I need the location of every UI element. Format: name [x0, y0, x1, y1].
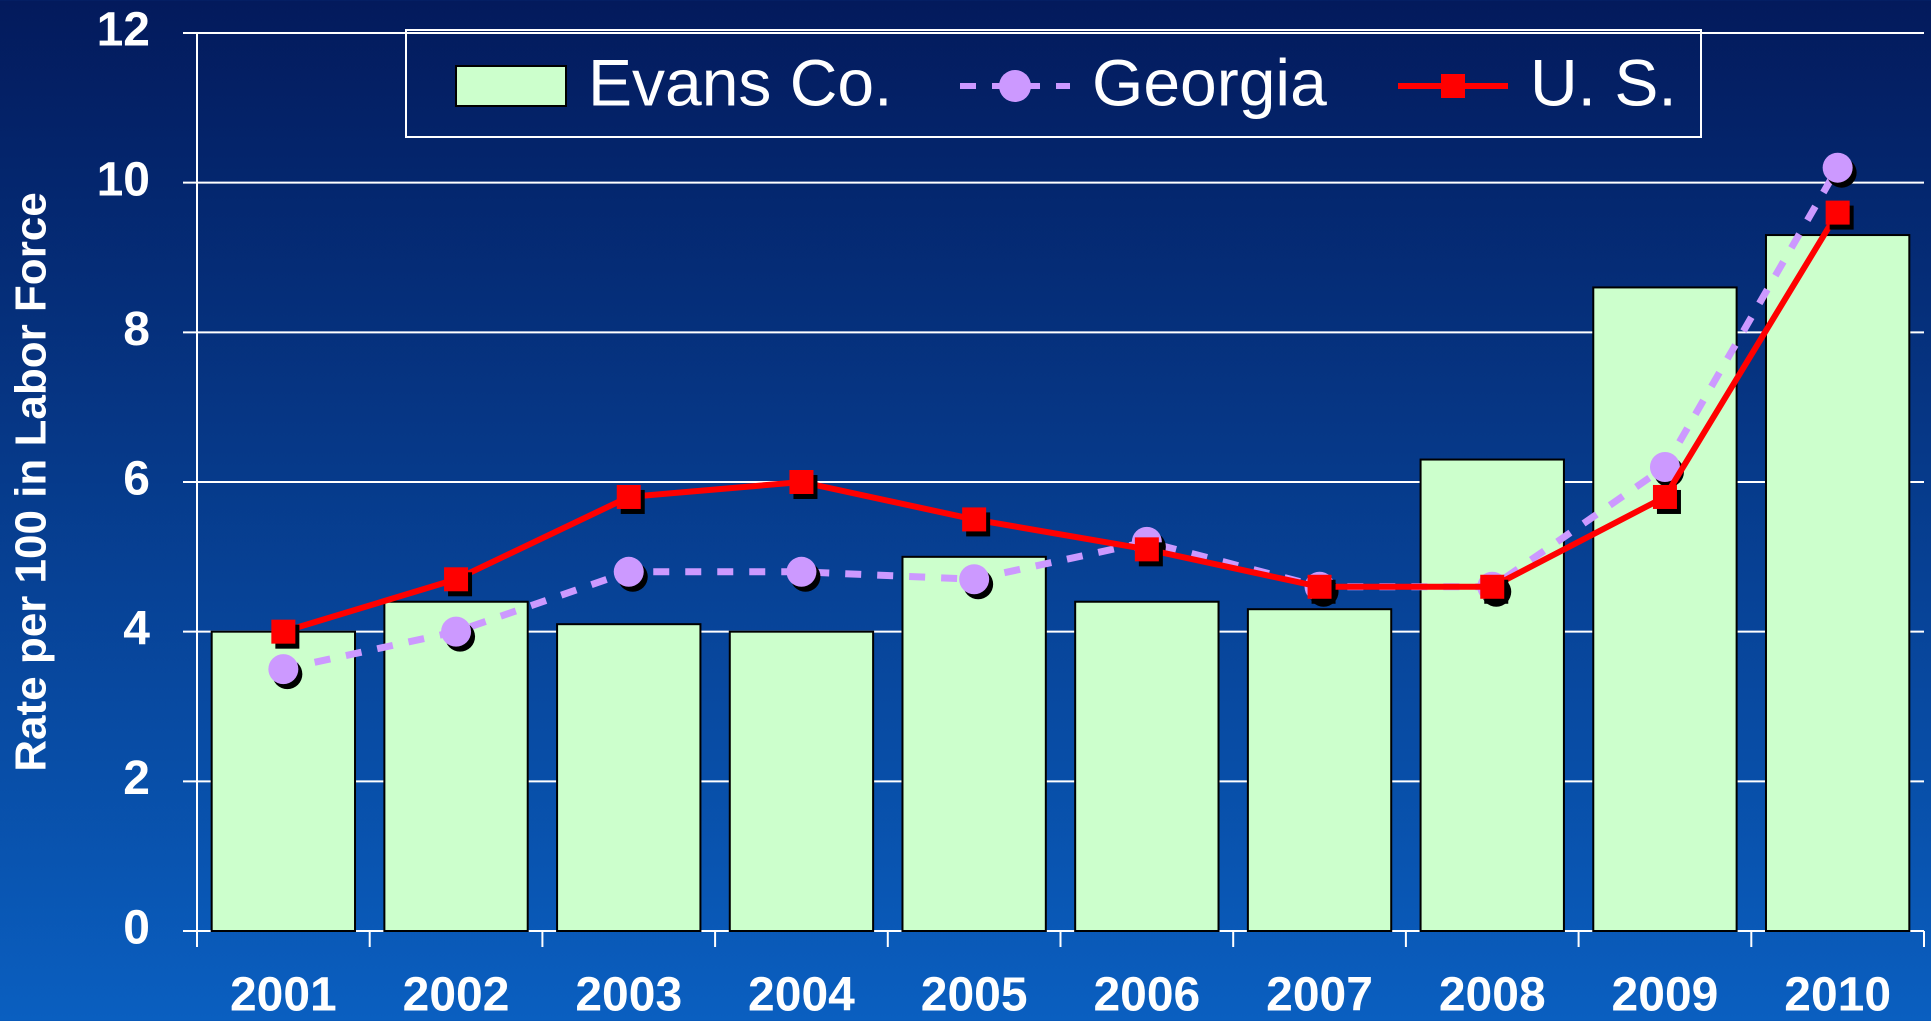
y-tick-label: 0: [123, 902, 150, 955]
bar: [728, 630, 875, 933]
bar: [901, 555, 1047, 932]
marker: [962, 507, 987, 532]
x-tick-label: 2004: [748, 969, 855, 1021]
legend-label: Georgia: [1092, 45, 1327, 119]
marker: [268, 654, 299, 685]
bar: [1419, 458, 1565, 932]
y-tick-label: 2: [123, 752, 150, 805]
y-tick-label: 8: [123, 303, 150, 356]
legend-box: [405, 29, 1702, 138]
bar: [1764, 234, 1911, 933]
x-tick-label: 2002: [403, 969, 510, 1021]
y-tick-label: 12: [97, 4, 150, 57]
bar: [383, 600, 529, 932]
marker: [786, 556, 817, 587]
marker: [1649, 452, 1680, 483]
x-tick-label: 2009: [1612, 969, 1719, 1021]
line: [282, 165, 1841, 673]
marker: [444, 567, 469, 592]
marker: [1822, 152, 1853, 183]
x-tick-label: 2005: [921, 969, 1028, 1021]
marker: [1652, 484, 1677, 509]
marker: [613, 556, 644, 587]
y-tick-label: 6: [123, 453, 150, 506]
marker: [789, 470, 814, 494]
bar: [556, 623, 702, 933]
marker: [959, 564, 990, 595]
x-tick-label: 2007: [1266, 969, 1373, 1021]
x-tick-label: 2003: [575, 969, 682, 1021]
bar: [1074, 600, 1220, 932]
x-tick-label: 2010: [1784, 969, 1891, 1021]
y-axis-label: Rate per 100 in Labor Force: [7, 192, 56, 772]
x-tick-label: 2008: [1439, 969, 1546, 1021]
marker: [1134, 537, 1159, 562]
line: [282, 211, 1841, 635]
legend-label: Evans Co.: [588, 45, 892, 119]
x-tick-label: 2006: [1093, 969, 1200, 1021]
bar: [1592, 286, 1738, 932]
bar: [1246, 608, 1393, 932]
y-tick-label: 4: [123, 602, 150, 655]
marker: [271, 619, 296, 644]
marker: [1825, 200, 1850, 225]
legend-label: U. S.: [1530, 45, 1677, 119]
marker: [1307, 574, 1332, 599]
marker: [616, 484, 641, 509]
legend-marker: [1441, 74, 1465, 98]
marker: [441, 616, 472, 647]
y-tick-label: 10: [97, 153, 150, 206]
marker: [1480, 574, 1505, 599]
legend-marker: [999, 70, 1031, 102]
x-tick-label: 2001: [230, 969, 337, 1021]
legend-swatch: [455, 65, 567, 107]
